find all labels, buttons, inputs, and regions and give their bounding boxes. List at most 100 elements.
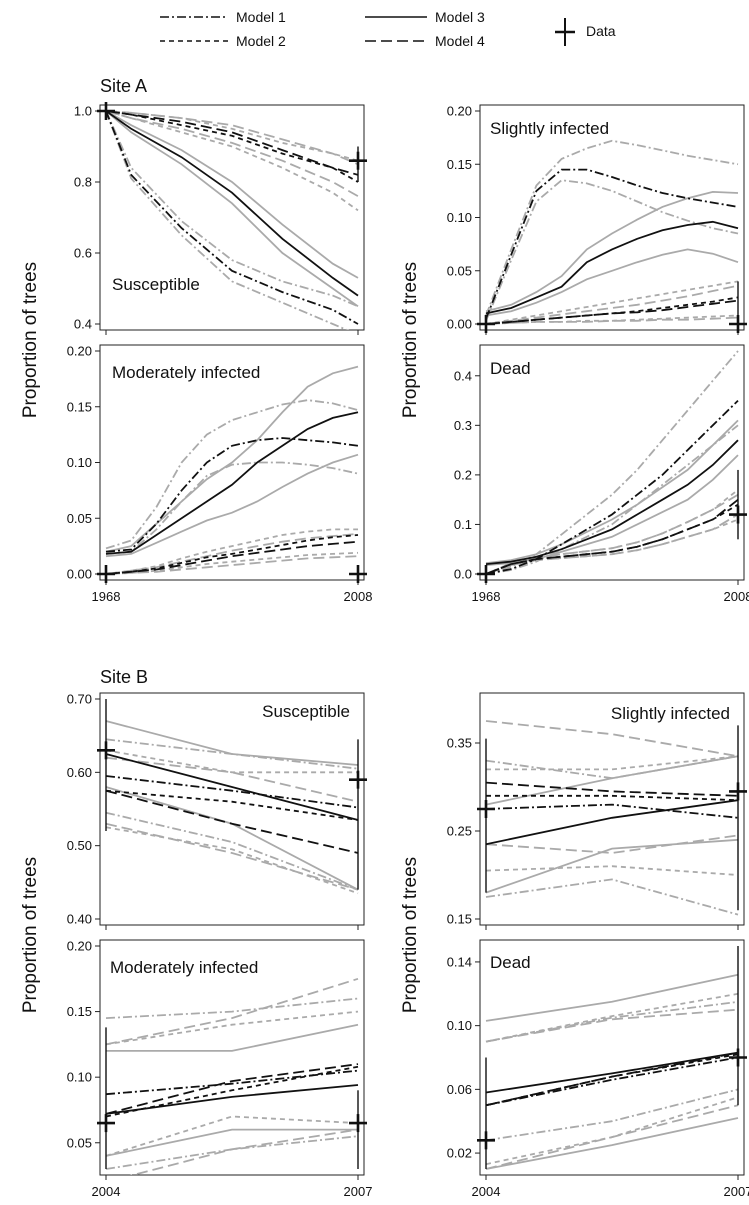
model-3-upper-bound (105, 365, 359, 553)
model-1-lower-bound (485, 878, 739, 916)
plot-area (485, 350, 739, 575)
panel-frame (479, 692, 745, 926)
y-tick-label: 0.2 (454, 467, 472, 482)
model-2-line (485, 296, 739, 325)
model-3-lower-bound (485, 1117, 739, 1170)
model-4-upper-bound (485, 1008, 739, 1043)
legend-label-model-2: Model 2 (236, 33, 286, 49)
model-4-lower-bound (485, 316, 739, 325)
y-tick-label: 0.10 (67, 1070, 92, 1085)
x-tick-label: 1968 (92, 589, 121, 604)
model-1-lower-bound (485, 179, 739, 322)
model-3-lower-bound (105, 110, 359, 308)
y-tick-label: 0.06 (447, 1082, 472, 1097)
model-1-line (105, 110, 359, 325)
y-tick-label: 0.3 (454, 418, 472, 433)
model-3-upper-bound (106, 1023, 359, 1052)
model-2-upper-bound (105, 528, 358, 575)
model-4-lower-bound (485, 834, 739, 854)
panel-frame (99, 692, 365, 926)
model-1-line (105, 1069, 359, 1096)
model-4-lower-bound (105, 822, 359, 891)
panel-title: Slightly infected (490, 119, 609, 138)
model-4-lower-bound (485, 1104, 739, 1170)
model-2-lower-bound (485, 314, 739, 325)
model-3-line (105, 753, 359, 821)
y-tick-label: 0.4 (74, 317, 92, 332)
model-3-upper-bound (485, 419, 739, 564)
model-1-lower-bound (105, 110, 350, 330)
panel-6: 0.05 0.10 0.15 0.20 2004 2007 Moderately infec… (67, 939, 373, 1200)
site-b-label: Site B (100, 667, 148, 687)
model-4-lower-bound (129, 1128, 359, 1175)
y-tick-label: 1.0 (74, 104, 92, 119)
model-4-line (105, 789, 359, 854)
model-3-upper-bound (485, 973, 739, 1022)
model-3-line (105, 1084, 359, 1115)
model-4-line (485, 299, 739, 325)
model-4-line (105, 110, 359, 176)
model-2-upper-bound (105, 749, 358, 774)
panel-title: Moderately infected (110, 958, 258, 977)
panel-3: 0.0 0.1 0.2 0.3 0.4 1968 2008 Dead (454, 344, 749, 604)
model-1-lower-bound (105, 461, 359, 555)
y-tick-label: 0.20 (67, 344, 92, 359)
panels: 0.40.60.81.0Susceptible0.000.050.100.150… (20, 102, 749, 1199)
y-axis-label: Proportion of trees (20, 857, 41, 1013)
y-tick-label: 0.4 (454, 368, 472, 383)
model-4-upper-bound (105, 977, 359, 1046)
model-2-line (105, 1065, 359, 1118)
model-2-line (486, 794, 739, 802)
model-3-line (105, 411, 359, 555)
model-2-lower-bound (105, 110, 359, 212)
y-tick-label: 0.6 (74, 246, 92, 261)
legend-label-model-1: Model 1 (236, 9, 286, 25)
model-1-upper-bound (105, 399, 359, 550)
model-1-line (485, 1056, 739, 1107)
y-tick-label: 0.35 (447, 736, 472, 751)
panel-frame (99, 104, 365, 331)
model-2-lower-bound (105, 1115, 359, 1157)
panel-7: 0.02 0.06 0.10 0.14 2004 2007 Dead (447, 939, 749, 1199)
model-1-upper-bound (485, 350, 739, 575)
panel-frame (479, 104, 745, 331)
plot-area (105, 720, 359, 895)
x-tick-label: 1968 (472, 589, 501, 604)
y-tick-label: 0.00 (67, 567, 92, 582)
y-tick-label: 0.25 (447, 824, 472, 839)
model-4-lower-bound (485, 513, 739, 575)
model-4-upper-bound (485, 284, 739, 325)
model-3-lower-bound (485, 454, 739, 566)
panel-5: 0.15 0.25 0.35 Slightly infected (447, 692, 747, 930)
model-4-lower-bound (105, 110, 359, 197)
model-3-line (485, 439, 739, 565)
x-tick-label: 2004 (92, 1184, 121, 1199)
model-2-upper-bound (485, 280, 739, 325)
panel-title: Slightly infected (611, 704, 730, 723)
x-tick-label: 2007 (724, 1184, 749, 1199)
model-3-lower-bound (485, 838, 739, 894)
model-1-line (485, 399, 739, 575)
y-axis-label: Proportion of trees (400, 262, 421, 418)
model-1-lower-bound (485, 424, 739, 575)
legend-label-model-4: Model 4 (435, 33, 485, 49)
model-4-line (105, 1063, 359, 1115)
model-2-upper-bound (105, 1010, 359, 1046)
plot-area (485, 720, 739, 916)
model-1-lower-bound (105, 1135, 359, 1170)
model-4-upper-bound (105, 110, 359, 166)
model-3-upper-bound (105, 110, 359, 279)
model-2-upper-bound (485, 992, 739, 1043)
y-tick-label: 0.00 (447, 317, 472, 332)
model-2-lower-bound (485, 865, 739, 876)
panel-4: 0.40 0.50 0.60 0.70 Susceptible (67, 692, 367, 930)
panel-2: 0.00 0.05 0.10 0.15 0.20 1968 2008 Moderately i… (67, 344, 373, 605)
y-tick-label: 0.05 (67, 1135, 92, 1150)
model-3-lower-bound (105, 453, 359, 558)
model-4-upper-bound (485, 493, 739, 575)
panel-title: Dead (490, 953, 531, 972)
y-tick-label: 0.50 (67, 838, 92, 853)
model-1-line (105, 775, 359, 809)
y-tick-label: 0.70 (67, 692, 92, 707)
